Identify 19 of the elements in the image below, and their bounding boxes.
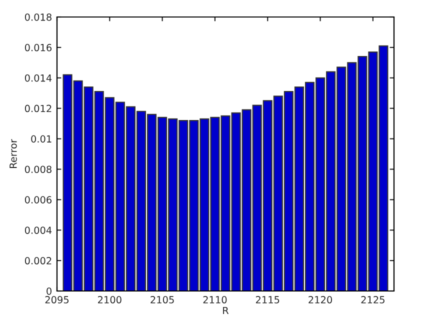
y-tick-label: 0	[46, 287, 52, 295]
x-tick-label: 2120	[308, 296, 332, 304]
x-tick-label: 2100	[98, 296, 122, 304]
y-tick-label: 0.018	[24, 13, 52, 21]
y-tick-label: 0.008	[24, 166, 52, 174]
x-tick-label: 2095	[45, 296, 69, 304]
x-axis-title: R	[223, 306, 229, 314]
y-tick-label: 0.014	[24, 74, 52, 82]
x-tick-label: 2105	[150, 296, 174, 304]
x-tick-label: 2110	[203, 296, 227, 304]
x-tick-label: 2115	[256, 296, 280, 304]
y-tick-label: 0.004	[24, 226, 52, 234]
y-tick-label: 0.006	[24, 196, 52, 204]
y-tick-label: 0.002	[24, 257, 52, 264]
y-tick-label: 0.012	[24, 104, 52, 112]
y-tick-label: 0.016	[24, 44, 52, 52]
y-tick-label: 0.01	[31, 135, 52, 143]
y-axis-title: Rerror	[10, 139, 17, 168]
x-tick-label: 2125	[361, 296, 384, 304]
